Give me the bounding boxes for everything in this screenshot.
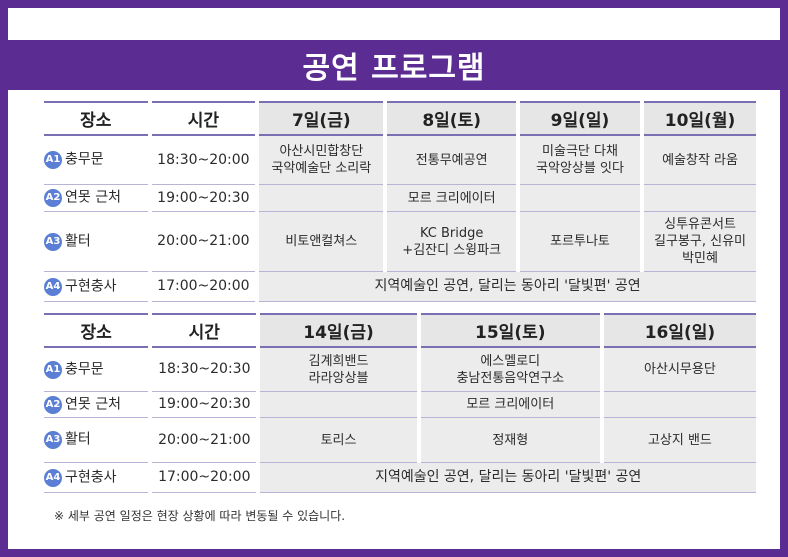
place-name: 활터 <box>65 233 91 249</box>
location-pin-icon: A1 <box>44 360 62 379</box>
header-day: 14일(금) <box>260 313 417 348</box>
header-place: 장소 <box>44 313 149 348</box>
place-cell: A4 구현충사 <box>44 463 149 493</box>
time-cell: 18:30~20:30 <box>152 348 257 392</box>
time-cell: 18:30~20:00 <box>151 136 256 185</box>
table-row: A4 구현충사 17:00~20:00 지역예술인 공연, 달리는 동아리 '달빛편'… <box>44 272 756 302</box>
program-cell <box>519 185 641 212</box>
place-name: 연못 근처 <box>65 396 121 412</box>
schedule-table-week1: 장소 시간 7일(금) 8일(토) 9일(일) 10일(월) A1 충무문 18:3… <box>40 101 760 302</box>
header-place: 장소 <box>44 101 148 136</box>
location-pin-icon: A4 <box>44 468 62 487</box>
program-cell <box>259 185 384 212</box>
place-name: 충무문 <box>65 151 104 168</box>
program-cell: 에스멜로디 충남전통음악연구소 <box>420 348 600 392</box>
header-time: 시간 <box>151 101 256 136</box>
program-cell: 모르 크리에이터 <box>387 185 516 212</box>
place-cell: A1 충무문 <box>44 136 148 185</box>
title-band: 공연 프로그램 <box>0 40 788 90</box>
time-cell: 19:00~20:30 <box>151 185 256 212</box>
program-cell: 미술극단 다채 국악앙상블 잇다 <box>519 136 641 185</box>
place-cell: A2 연못 근처 <box>44 185 148 212</box>
program-cell: 전통무예공연 <box>387 136 516 185</box>
location-pin-icon: A2 <box>44 189 62 207</box>
table-row: A4 구현충사 17:00~20:00 지역예술인 공연, 달리는 동아리 '달빛편'… <box>44 463 756 493</box>
footnote: ※ 세부 공연 일정은 현장 상황에 따라 변동될 수 있습니다. <box>54 509 346 523</box>
top-strip <box>8 8 780 40</box>
header-day: 16일(일) <box>603 313 756 348</box>
program-cell: 정재형 <box>420 418 600 463</box>
page-title: 공연 프로그램 <box>302 51 486 86</box>
table-header-row: 장소 시간 14일(금) 15일(토) 16일(일) <box>44 313 756 348</box>
location-pin-icon: A4 <box>44 277 62 296</box>
place-name: 구현충사 <box>65 469 117 485</box>
header-day: 10일(월) <box>644 101 756 136</box>
time-cell: 17:00~20:00 <box>152 463 257 493</box>
program-cell: 아산시무용단 <box>603 348 756 392</box>
header-time: 시간 <box>152 313 257 348</box>
program-cell: 아산시민합창단 국악예술단 소리락 <box>259 136 384 185</box>
location-pin-icon: A3 <box>44 232 62 251</box>
program-cell: 포르투나토 <box>519 212 641 272</box>
time-cell: 17:00~20:00 <box>151 272 256 302</box>
time-cell: 20:00~21:00 <box>151 212 256 272</box>
program-cell <box>260 392 417 418</box>
header-day: 7일(금) <box>259 101 384 136</box>
place-cell: A3 활터 <box>44 418 149 463</box>
header-day: 15일(토) <box>420 313 600 348</box>
place-cell: A3 활터 <box>44 212 148 272</box>
location-pin-icon: A2 <box>44 395 62 414</box>
program-cell: 예술창작 라움 <box>644 136 756 185</box>
place-name: 충무문 <box>65 361 104 377</box>
program-cell: 모르 크리에이터 <box>420 392 600 418</box>
program-cell <box>644 185 756 212</box>
table-row: A1 충무문 18:30~20:00 아산시민합창단 국악예술단 소리락 전통무예공연 미… <box>44 136 756 185</box>
place-name: 활터 <box>65 431 91 448</box>
location-pin-icon: A3 <box>44 431 62 449</box>
program-cell: 토리스 <box>260 418 417 463</box>
place-cell: A4 구현충사 <box>44 272 148 302</box>
program-cell: 고상지 밴드 <box>603 418 756 463</box>
place-cell: A1 충무문 <box>44 348 149 392</box>
merged-program-cell: 지역예술인 공연, 달리는 동아리 '달빛편' 공연 <box>259 272 756 302</box>
program-cell: 김계희밴드 라라앙상블 <box>260 348 417 392</box>
table-row: A2 연못 근처 19:00~20:30 모르 크리에이터 <box>44 185 756 212</box>
program-cell: 싱투유콘서트 길구봉구, 신유미 박민혜 <box>644 212 756 272</box>
schedule-table-week2: 장소 시간 14일(금) 15일(토) 16일(일) A1 충무문 18:30~20… <box>40 313 760 493</box>
place-cell: A2 연못 근처 <box>44 392 149 418</box>
table-row: A1 충무문 18:30~20:30 김계희밴드 라라앙상블 에스멜로디 충남전통음악연… <box>44 348 756 392</box>
location-pin-icon: A1 <box>44 151 62 169</box>
header-day: 9일(일) <box>519 101 641 136</box>
time-cell: 19:00~20:30 <box>152 392 257 418</box>
program-cell: KC Bridge +김잔디 스윙파크 <box>387 212 516 272</box>
program-cell <box>603 392 756 418</box>
place-name: 연못 근처 <box>65 189 121 206</box>
table-header-row: 장소 시간 7일(금) 8일(토) 9일(일) 10일(월) <box>44 101 756 136</box>
table-row: A3 활터 20:00~21:00 토리스 정재형 고상지 밴드 <box>44 418 756 463</box>
header-day: 8일(토) <box>387 101 516 136</box>
merged-program-cell: 지역예술인 공연, 달리는 동아리 '달빛편' 공연 <box>260 463 756 493</box>
time-cell: 20:00~21:00 <box>152 418 257 463</box>
table-row: A3 활터 20:00~21:00 비토앤컬쳐스 KC Bridge +김잔디 스윙파크… <box>44 212 756 272</box>
program-cell: 비토앤컬쳐스 <box>259 212 384 272</box>
place-name: 구현충사 <box>65 278 117 294</box>
table-row: A2 연못 근처 19:00~20:30 모르 크리에이터 <box>44 392 756 418</box>
